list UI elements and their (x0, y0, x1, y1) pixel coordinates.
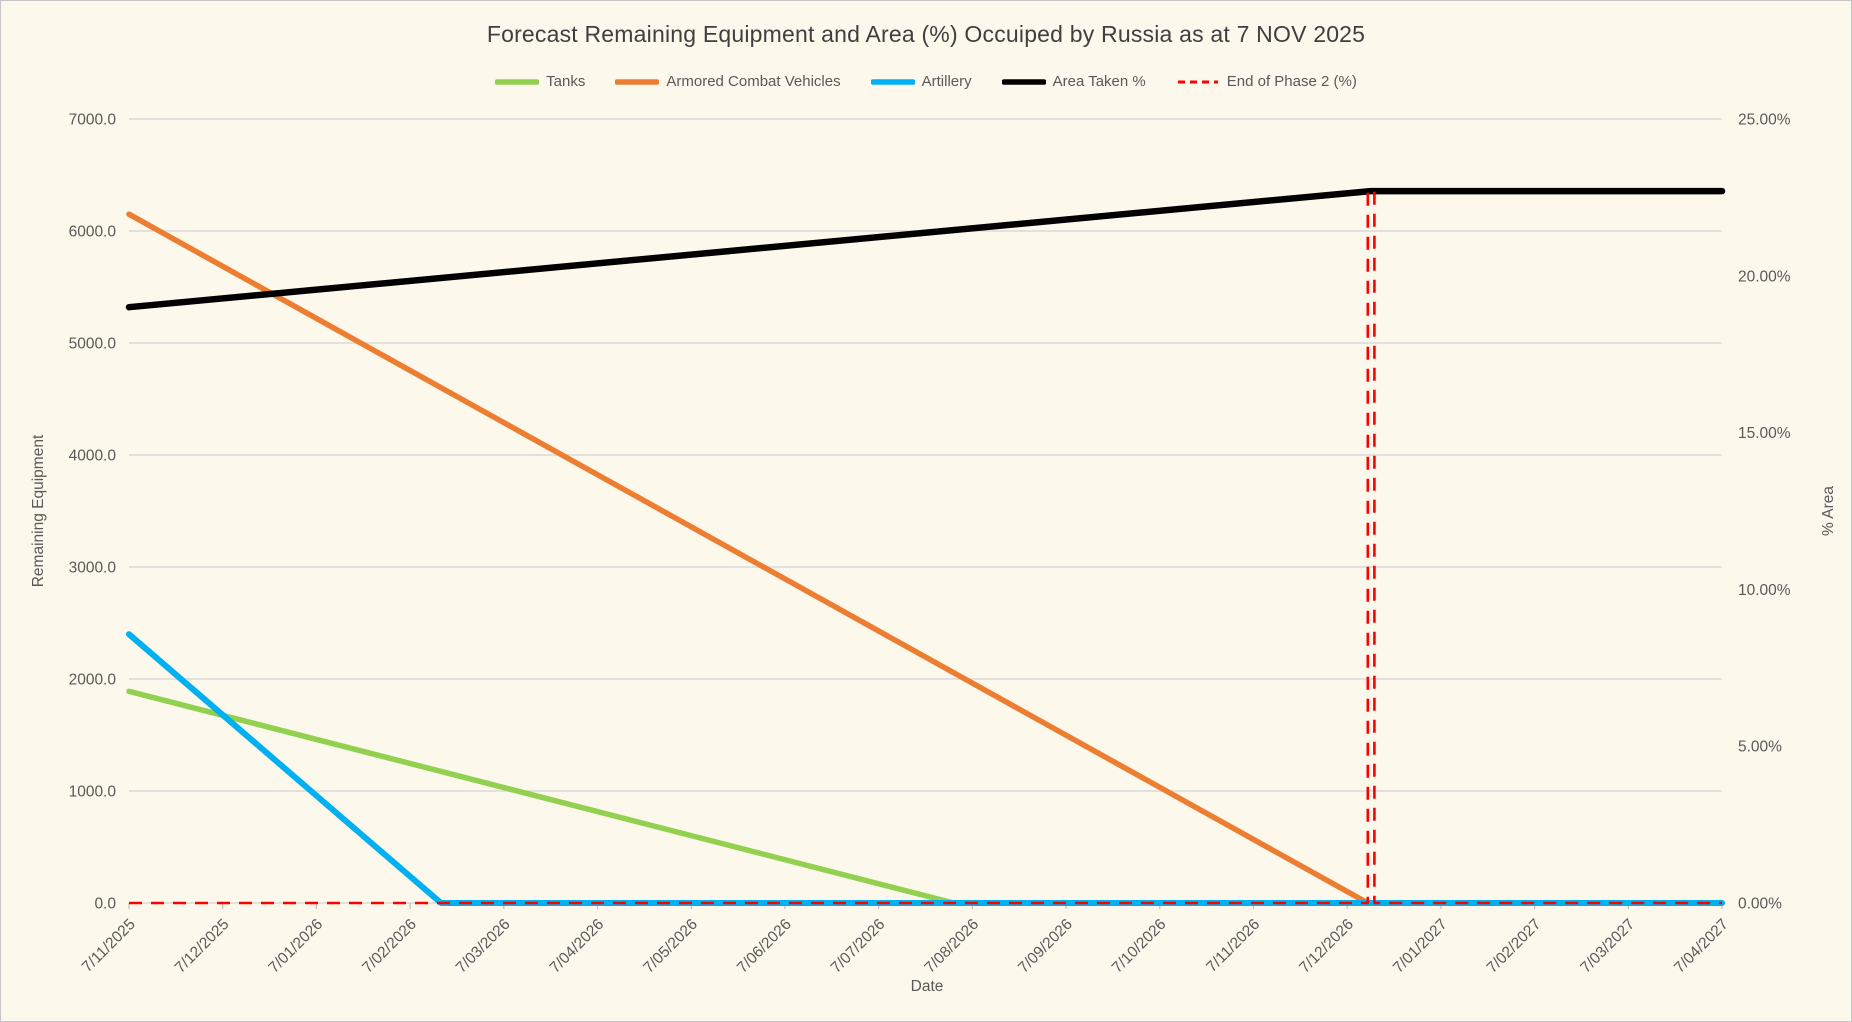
x-tick-label: 7/02/2026 (359, 916, 420, 977)
x-tick-label: 7/06/2026 (734, 916, 795, 977)
x-tick-label: 7/10/2026 (1109, 916, 1170, 977)
chart-title: Forecast Remaining Equipment and Area (%… (486, 21, 1366, 47)
y-right-tick-label: 10.00% (1738, 582, 1791, 599)
y-right-tick-label: 20.00% (1738, 268, 1791, 285)
y-left-tick-label: 0.0 (94, 896, 116, 913)
x-tick-label: 7/05/2026 (640, 916, 701, 977)
legend-item-armored-combat-vehicles: Armored Combat Vehicles (615, 73, 841, 90)
x-tick-label: 7/07/2026 (828, 916, 889, 977)
x-tick-label: 7/04/2026 (547, 916, 608, 977)
x-tick-label: 7/11/2025 (79, 916, 139, 976)
x-tick-label: 7/01/2027 (1390, 916, 1451, 977)
legend-label: End of Phase 2 (%) (1226, 73, 1357, 90)
x-tick-label: 7/09/2026 (1015, 916, 1076, 977)
x-tick-label: 7/12/2025 (172, 916, 233, 977)
legend-label: Tanks (546, 73, 586, 90)
legend-item-artillery: Artillery (870, 73, 972, 90)
y-left-tick-label: 1000.0 (69, 784, 117, 801)
series-line-tanks (126, 688, 1725, 906)
y-left-tick-label: 4000.0 (69, 448, 117, 465)
legend-item-area-taken-: Area Taken % (1001, 73, 1146, 90)
y-left-tick-label: 2000.0 (69, 672, 117, 689)
x-tick-label: 7/03/2027 (1577, 916, 1638, 977)
legend-label: Area Taken % (1052, 73, 1146, 90)
x-tick-label: 7/02/2027 (1484, 916, 1545, 977)
x-axis-title: Date (910, 978, 944, 995)
x-tick-label: 7/01/2026 (265, 916, 326, 977)
right-axis-title: % Area (1820, 486, 1837, 536)
x-tick-label: 7/08/2026 (921, 916, 982, 977)
legend-swatch-icon (1177, 80, 1218, 83)
x-tick-label: 7/11/2026 (1203, 916, 1263, 976)
legend-item-end-of-phase-2-: End of Phase 2 (%) (1176, 73, 1357, 90)
x-tick-label: 7/12/2026 (1296, 916, 1357, 977)
legend-swatch-icon (615, 78, 660, 85)
y-right-tick-label: 5.00% (1738, 739, 1782, 756)
x-tick-label: 7/03/2026 (453, 916, 514, 977)
series-line-end-of-phase-2- (129, 189, 1722, 905)
y-right-tick-label: 0.00% (1738, 896, 1782, 913)
y-left-tick-label: 3000.0 (69, 560, 117, 577)
legend-label: Artillery (921, 73, 972, 90)
y-left-tick-label: 7000.0 (69, 112, 117, 129)
legend: Tanks Armored Combat Vehicles Artillery Are… (1, 73, 1851, 90)
legend-swatch-icon (870, 78, 915, 85)
y-left-tick-label: 5000.0 (69, 336, 117, 353)
series-line-artillery (126, 631, 1725, 906)
left-axis-title: Remaining Equipment (30, 434, 47, 588)
y-right-tick-label: 15.00% (1738, 425, 1791, 442)
y-left-tick-label: 6000.0 (69, 224, 117, 241)
legend-item-tanks: Tanks (495, 73, 585, 90)
legend-swatch-icon (1001, 78, 1046, 85)
series-line-armored-combat-vehicles (126, 211, 1725, 906)
y-right-tick-label: 25.00% (1738, 112, 1791, 129)
legend-swatch-icon (495, 78, 540, 85)
legend-label: Armored Combat Vehicles (666, 73, 841, 90)
x-tick-label: 7/04/2027 (1671, 916, 1732, 977)
series-line-area-taken- (125, 187, 1726, 311)
